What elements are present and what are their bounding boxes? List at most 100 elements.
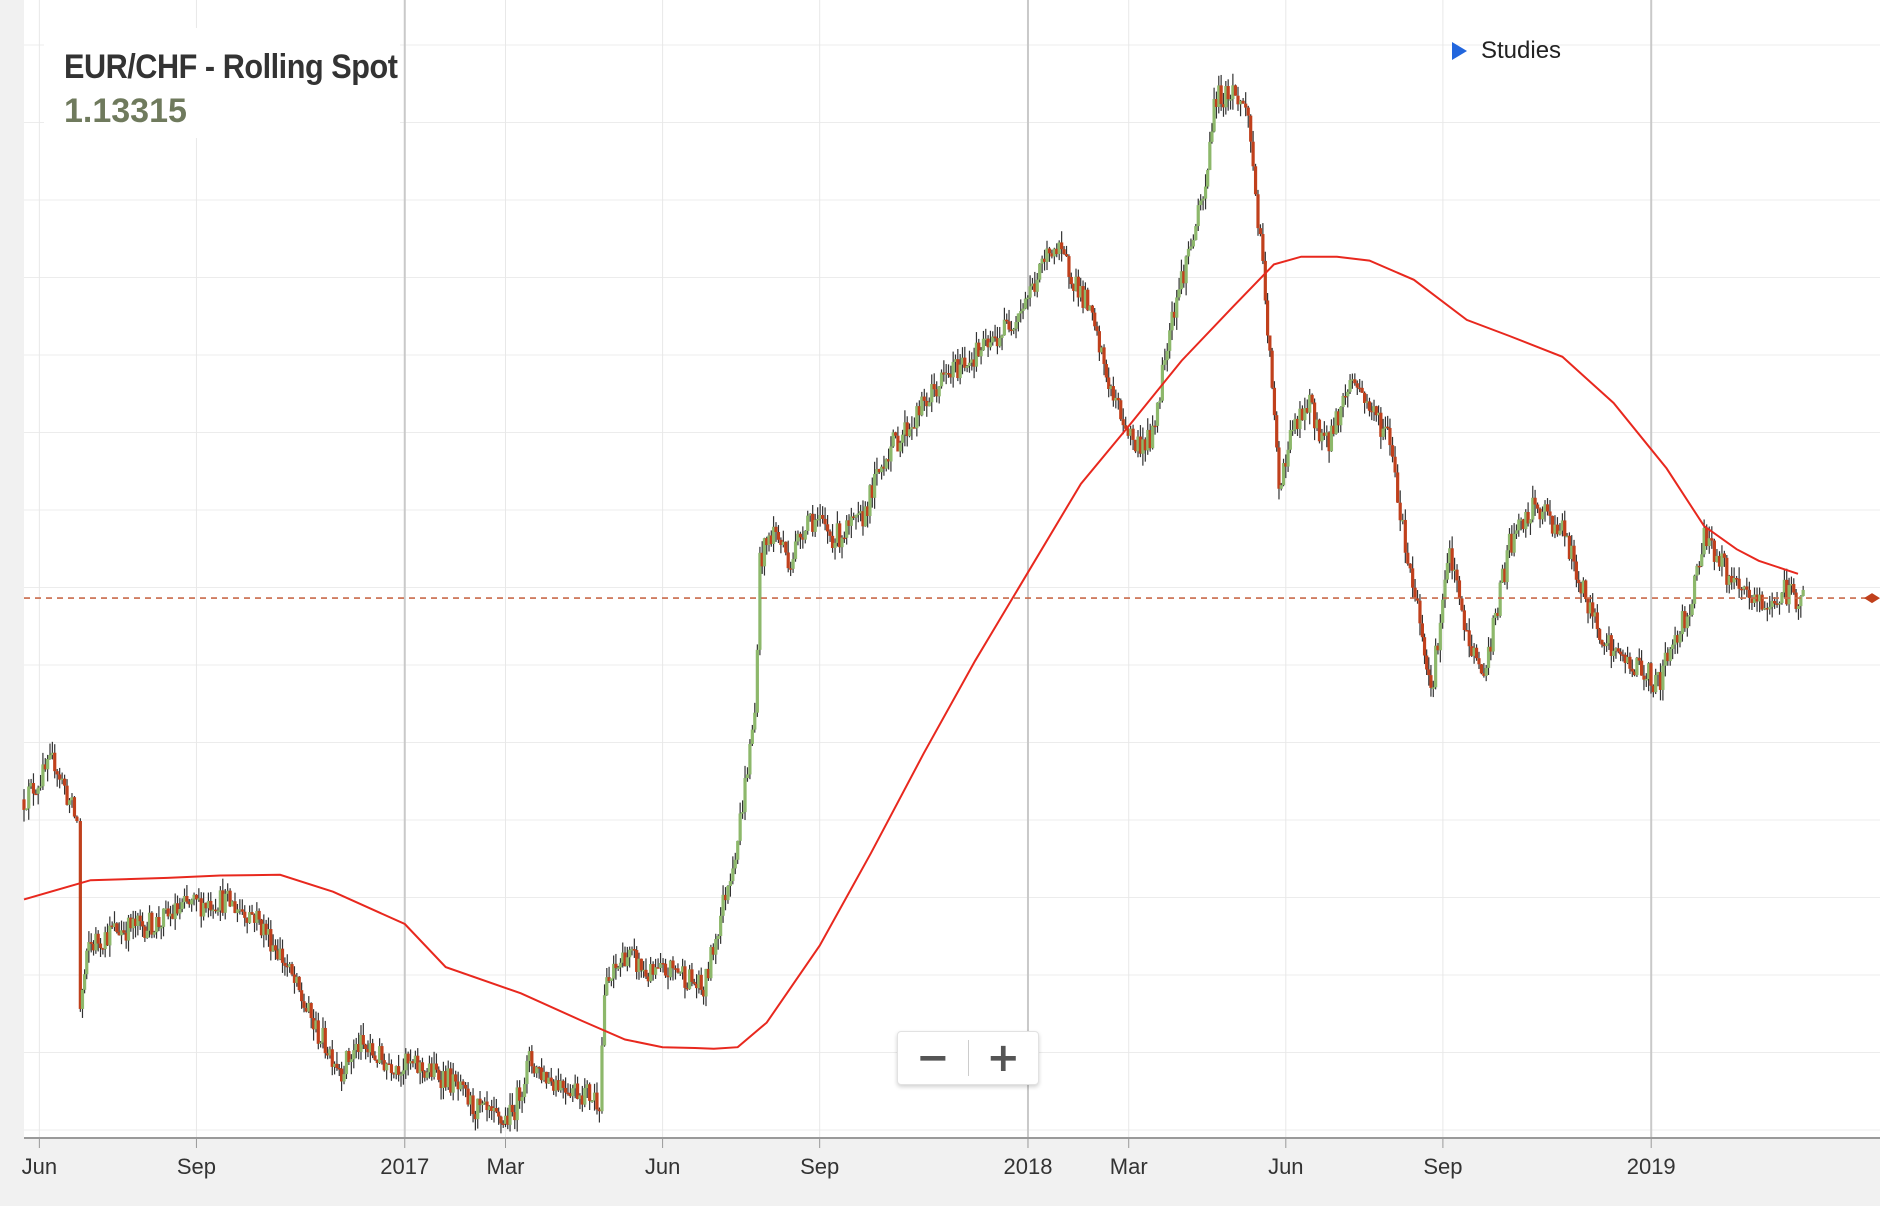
candle-down <box>663 963 668 976</box>
candle-up <box>1288 430 1292 450</box>
candle-up <box>1663 652 1667 666</box>
candle-down <box>1253 166 1258 195</box>
candle-down <box>1009 329 1013 332</box>
candle-up <box>1770 600 1774 607</box>
candle-down <box>1630 668 1634 672</box>
candle-up <box>1700 554 1704 567</box>
candle-down <box>877 468 881 473</box>
candle-down <box>1182 271 1186 284</box>
candle-up <box>1281 463 1286 486</box>
zoom-in-button[interactable]: + <box>986 1035 1020 1081</box>
candle-up <box>288 964 292 968</box>
candle-up <box>1012 328 1016 331</box>
candle-up <box>459 1081 463 1090</box>
candle-up <box>1160 364 1164 401</box>
candle-up <box>38 786 43 788</box>
last-price: 1.13315 <box>64 92 187 130</box>
candle-up <box>951 361 955 378</box>
candle-down <box>789 568 793 570</box>
candle-up <box>1486 646 1491 668</box>
candle-up <box>1109 386 1113 390</box>
candle-down <box>382 1060 386 1071</box>
candle-down <box>1406 552 1410 564</box>
candle-down <box>1403 519 1407 553</box>
candle-down <box>1076 276 1080 298</box>
candle-down <box>1310 394 1314 403</box>
candle-down <box>760 552 764 567</box>
candle-up <box>625 957 629 967</box>
candle-down <box>437 1069 441 1080</box>
studies-toggle[interactable]: Studies <box>1452 36 1561 66</box>
candle-down <box>250 912 254 915</box>
candle-up <box>527 1051 532 1061</box>
candle-up <box>161 908 166 927</box>
candle-down <box>406 1053 410 1064</box>
candle-up <box>927 402 931 407</box>
candle-down <box>115 923 119 932</box>
candle-down <box>1616 648 1620 652</box>
candle-down <box>1322 432 1326 436</box>
candle-up <box>508 1104 512 1125</box>
candle-up <box>1038 263 1042 280</box>
candle-up <box>85 950 89 975</box>
candle-down <box>774 526 778 533</box>
candle-up <box>342 1074 346 1082</box>
candle-up <box>1224 86 1228 108</box>
x-tick-label: 2017 <box>380 1154 429 1179</box>
candle-down <box>639 958 643 971</box>
candle-down <box>1737 578 1741 589</box>
candle-down <box>31 783 36 794</box>
candle-up <box>873 473 877 498</box>
candle-up <box>1175 297 1179 318</box>
candle-down <box>518 1087 522 1101</box>
candle-up <box>1742 586 1746 590</box>
candle-down <box>676 968 680 973</box>
candle-down <box>646 976 650 982</box>
candle-up <box>813 519 817 532</box>
candle-up <box>658 962 663 968</box>
candle-down <box>497 1111 501 1117</box>
candle-down <box>566 1092 570 1095</box>
candle-down <box>866 506 870 517</box>
candle-down <box>283 962 287 966</box>
candle-up <box>1512 533 1516 553</box>
candle-down <box>1249 115 1253 142</box>
candle-down <box>1236 95 1240 105</box>
candle-down <box>1050 253 1054 257</box>
candle-up <box>1581 580 1585 594</box>
candle-up <box>1434 645 1438 688</box>
candle-down <box>1792 583 1796 593</box>
candle-up <box>738 813 742 841</box>
candle-up <box>1656 672 1660 675</box>
candle-up <box>522 1084 527 1098</box>
candle-down <box>685 987 689 990</box>
candle-up <box>845 520 849 538</box>
candle-down <box>694 983 699 989</box>
zoom-out-button[interactable]: − <box>915 1035 950 1081</box>
candle-up <box>1074 276 1078 291</box>
candle-up <box>1231 85 1235 100</box>
candle-down <box>1598 629 1602 640</box>
candle-up <box>159 926 163 929</box>
candle-up <box>147 912 152 931</box>
candle-down <box>1470 646 1474 656</box>
candle-down <box>1119 400 1123 420</box>
candle-down <box>233 901 237 913</box>
candle-up <box>359 1035 363 1052</box>
candle-up <box>1605 643 1609 647</box>
candle-down <box>530 1051 534 1067</box>
candle-down <box>1244 103 1248 108</box>
candle-up <box>1553 524 1557 534</box>
candle-down <box>1422 637 1427 656</box>
candle-down <box>1651 685 1655 693</box>
candle-down <box>1251 141 1255 167</box>
x-tick-label: Sep <box>800 1154 839 1179</box>
candle-down <box>870 485 874 498</box>
candle-down <box>1489 646 1493 652</box>
candle-up <box>1588 602 1592 614</box>
zoom-controls: − + <box>897 1031 1039 1085</box>
candle-down <box>564 1087 568 1093</box>
candle-down <box>1745 586 1749 590</box>
candle-down <box>949 373 953 378</box>
